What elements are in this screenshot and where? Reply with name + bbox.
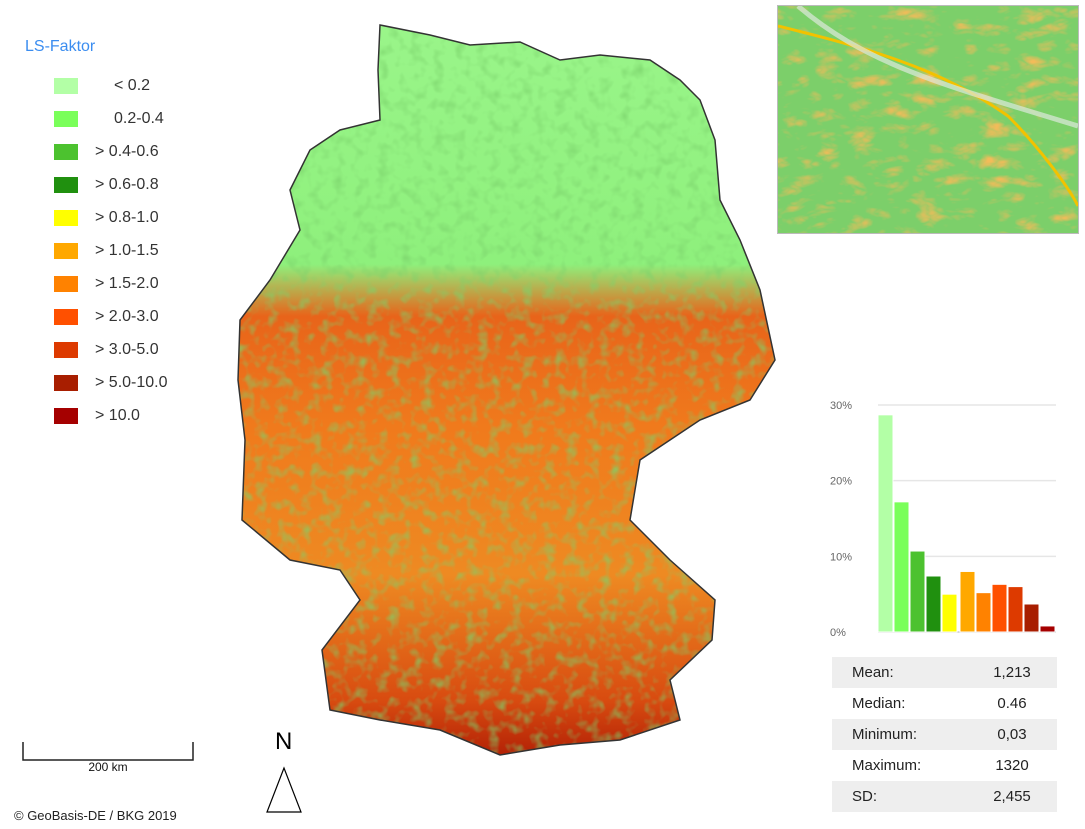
statistics-table: Mean: 1,213 Median: 0.46 Minimum: 0,03 Maximum…	[832, 657, 1057, 812]
histogram-bar	[1007, 586, 1024, 633]
legend-label: > 0.6-0.8	[95, 176, 159, 193]
y-tick-label: 10%	[830, 551, 852, 563]
legend-swatch	[54, 375, 78, 391]
legend-swatch	[54, 243, 78, 259]
legend-label: > 1.0-1.5	[95, 242, 159, 259]
stat-name: SD:	[852, 788, 878, 805]
histogram: 0% 10% 20% 30%	[826, 393, 1062, 643]
legend-item: 0.2-0.4	[54, 110, 164, 128]
histogram-bar	[1023, 603, 1040, 633]
legend-item: > 10.0	[54, 407, 140, 425]
histogram-bar	[1039, 625, 1056, 633]
y-tick-label: 30%	[830, 400, 852, 412]
y-tick-label: 20%	[830, 476, 852, 488]
scale-bar: 200 km	[22, 742, 194, 776]
legend-swatch	[54, 342, 78, 358]
legend-swatch	[54, 78, 78, 94]
north-label: N	[275, 728, 293, 755]
legend-label: > 3.0-5.0	[95, 341, 159, 358]
stat-row: Maximum: 1320	[832, 750, 1057, 781]
legend-swatch	[54, 309, 78, 325]
stat-row: SD: 2,455	[832, 781, 1057, 812]
north-arrow: N	[265, 728, 305, 818]
legend-label: > 2.0-3.0	[95, 308, 159, 325]
histogram-bar	[925, 575, 942, 633]
legend-label: > 0.4-0.6	[95, 143, 159, 160]
legend-item: > 5.0-10.0	[54, 374, 168, 392]
legend-title: LS-Faktor	[25, 38, 96, 55]
stat-value: 1320	[995, 757, 1029, 774]
legend-swatch	[54, 144, 78, 160]
legend-swatch	[54, 177, 78, 193]
legend-item: > 3.0-5.0	[54, 341, 159, 359]
legend-item: > 0.6-0.8	[54, 176, 159, 194]
stat-value: 1,213	[993, 664, 1031, 681]
legend-label: 0.2-0.4	[114, 110, 164, 127]
stat-name: Median:	[852, 695, 906, 712]
histogram-bar	[959, 570, 976, 633]
legend-item: > 0.4-0.6	[54, 143, 159, 161]
legend-label: > 1.5-2.0	[95, 275, 159, 292]
histogram-bar	[941, 593, 958, 633]
legend-swatch	[54, 111, 78, 127]
stat-value: 2,455	[993, 788, 1031, 805]
stat-name: Maximum:	[852, 757, 922, 774]
copyright: © GeoBasis-DE / BKG 2019	[14, 808, 177, 823]
histogram-bar	[877, 414, 894, 633]
legend-item: > 2.0-3.0	[54, 308, 159, 326]
scale-bar-label: 200 km	[88, 760, 128, 774]
legend-label: > 0.8-1.0	[95, 209, 159, 226]
legend-swatch	[54, 210, 78, 226]
histogram-bar	[909, 550, 926, 633]
legend-item: > 1.0-1.5	[54, 242, 159, 260]
stat-value: 0.46	[997, 695, 1027, 712]
stat-row: Mean: 1,213	[832, 657, 1057, 688]
legend-swatch	[54, 276, 78, 292]
stat-name: Mean:	[852, 664, 894, 681]
stat-row: Minimum: 0,03	[832, 719, 1057, 750]
histogram-bar	[975, 592, 992, 633]
legend-label: > 5.0-10.0	[95, 374, 168, 391]
legend-item: > 1.5-2.0	[54, 275, 159, 293]
detail-inset-map	[777, 5, 1079, 234]
stat-row: Median: 0.46	[832, 688, 1057, 719]
y-tick-label: 0%	[830, 627, 846, 639]
inset-terrain	[778, 6, 1078, 233]
stat-value: 0,03	[997, 726, 1027, 743]
legend-swatch	[54, 408, 78, 424]
histogram-bar	[991, 583, 1008, 633]
north-arrow-icon	[266, 766, 302, 813]
legend-item: > 0.8-1.0	[54, 209, 159, 227]
legend-label: > 10.0	[95, 407, 140, 424]
legend-item: < 0.2	[54, 77, 150, 95]
legend-label: < 0.2	[114, 77, 151, 94]
stat-name: Minimum:	[852, 726, 918, 743]
histogram-bar	[893, 501, 910, 633]
